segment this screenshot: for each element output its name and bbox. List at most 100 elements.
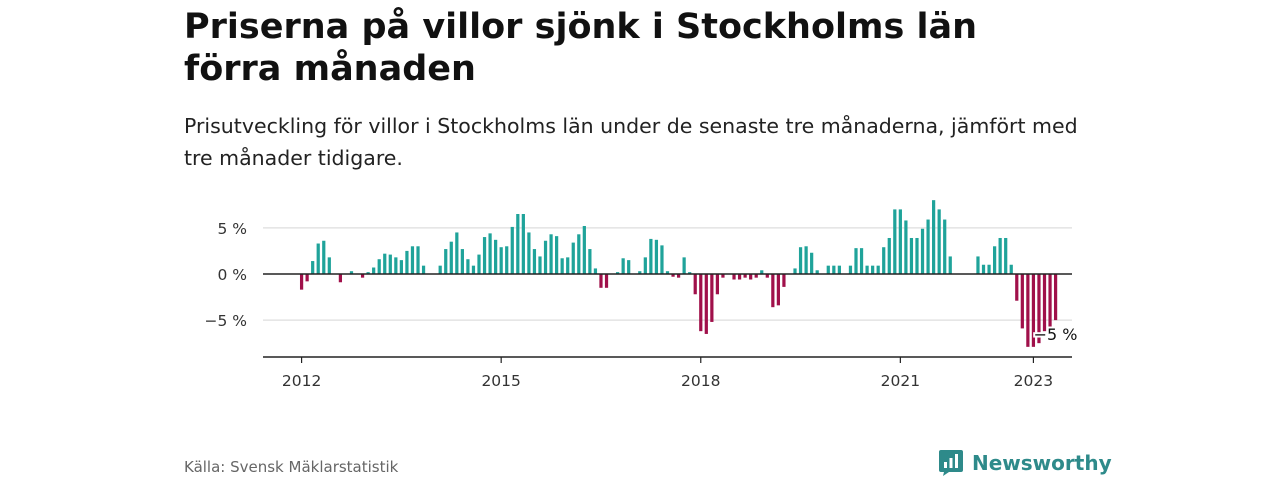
bar bbox=[993, 246, 997, 274]
bar bbox=[1037, 273, 1041, 344]
bar bbox=[327, 257, 331, 274]
bar bbox=[654, 239, 659, 274]
bar bbox=[771, 273, 775, 308]
bar bbox=[455, 232, 459, 274]
bar bbox=[588, 249, 592, 274]
bar bbox=[898, 209, 902, 274]
bar bbox=[665, 271, 670, 274]
bar bbox=[832, 265, 836, 274]
bar bbox=[987, 264, 991, 274]
bar bbox=[1020, 273, 1024, 329]
bar bbox=[627, 260, 631, 274]
bar bbox=[643, 257, 647, 274]
bar bbox=[405, 250, 409, 274]
bar bbox=[444, 249, 448, 274]
newsworthy-logo-icon bbox=[939, 450, 963, 476]
bar bbox=[1004, 237, 1008, 274]
bar bbox=[571, 242, 575, 274]
bar bbox=[671, 273, 675, 277]
bar bbox=[710, 273, 714, 322]
bar bbox=[1009, 264, 1013, 274]
last-value-annotation: −5 % bbox=[1034, 325, 1078, 344]
bar bbox=[383, 253, 387, 274]
bar bbox=[377, 259, 381, 274]
bar bbox=[638, 271, 642, 274]
bar bbox=[776, 273, 780, 306]
bar bbox=[366, 272, 370, 274]
bar bbox=[981, 264, 986, 274]
bar bbox=[904, 220, 908, 274]
bar bbox=[815, 270, 819, 274]
bar bbox=[676, 273, 681, 278]
bar bbox=[893, 209, 897, 274]
bar bbox=[876, 265, 880, 274]
bar bbox=[604, 273, 609, 288]
bar bbox=[494, 239, 498, 274]
bar bbox=[804, 246, 808, 274]
bar bbox=[754, 273, 758, 278]
bar bbox=[854, 248, 858, 274]
source-note: Källa: Svensk Mäklarstatistik bbox=[184, 458, 399, 476]
bar bbox=[488, 233, 492, 274]
bar bbox=[887, 237, 891, 274]
brand-logo: Newsworthy bbox=[938, 449, 1112, 477]
bar bbox=[305, 273, 309, 282]
bar bbox=[521, 214, 525, 274]
bar bbox=[399, 260, 403, 274]
bar-chart: 5 % 0 % −5 % 2012 2015 2018 2021 2023 −5 % bbox=[204, 200, 1079, 390]
bar bbox=[316, 243, 320, 274]
bar bbox=[1053, 273, 1058, 321]
bar bbox=[765, 273, 769, 278]
bar bbox=[510, 226, 514, 274]
bar bbox=[338, 273, 343, 283]
bar bbox=[798, 247, 803, 274]
bar bbox=[743, 273, 747, 278]
bar bbox=[516, 214, 520, 274]
bar bbox=[909, 237, 914, 274]
tick-labels: 5 % 0 % −5 % 2012 2015 2018 2021 2023 bbox=[204, 220, 1053, 390]
bar bbox=[599, 273, 603, 288]
bar bbox=[649, 238, 653, 274]
bar bbox=[998, 237, 1002, 274]
bar bbox=[466, 259, 470, 274]
bar bbox=[932, 200, 936, 274]
bar bbox=[699, 273, 703, 332]
bar bbox=[715, 273, 720, 295]
bar bbox=[410, 246, 415, 274]
bar bbox=[810, 252, 814, 274]
bar bbox=[349, 271, 354, 274]
bar bbox=[871, 265, 875, 274]
bar bbox=[322, 240, 326, 274]
bar bbox=[1048, 273, 1052, 327]
bar bbox=[937, 209, 941, 274]
bar bbox=[782, 273, 786, 287]
y-tick-label: −5 % bbox=[204, 312, 247, 330]
bar bbox=[837, 265, 841, 274]
bar bbox=[560, 258, 564, 274]
bar bbox=[943, 219, 947, 274]
bar-series bbox=[299, 200, 1058, 347]
bar bbox=[826, 265, 830, 274]
bar bbox=[449, 241, 453, 274]
brand-name: Newsworthy bbox=[972, 451, 1112, 475]
bar bbox=[538, 256, 542, 274]
bar bbox=[682, 257, 686, 274]
bar bbox=[482, 237, 487, 274]
bar bbox=[577, 234, 581, 274]
x-tick-label: 2021 bbox=[881, 372, 920, 390]
bar bbox=[915, 237, 919, 274]
x-tick-label: 2018 bbox=[681, 372, 720, 390]
bar bbox=[721, 273, 725, 278]
bar bbox=[693, 273, 697, 295]
bar bbox=[394, 257, 398, 274]
bar bbox=[621, 258, 625, 274]
bar bbox=[732, 273, 736, 280]
bar bbox=[760, 270, 764, 274]
bar bbox=[555, 236, 559, 274]
bar bbox=[477, 254, 481, 274]
bar bbox=[865, 265, 869, 274]
bar bbox=[704, 273, 708, 334]
bar bbox=[499, 247, 503, 274]
bar bbox=[505, 246, 509, 274]
bar bbox=[793, 268, 797, 274]
